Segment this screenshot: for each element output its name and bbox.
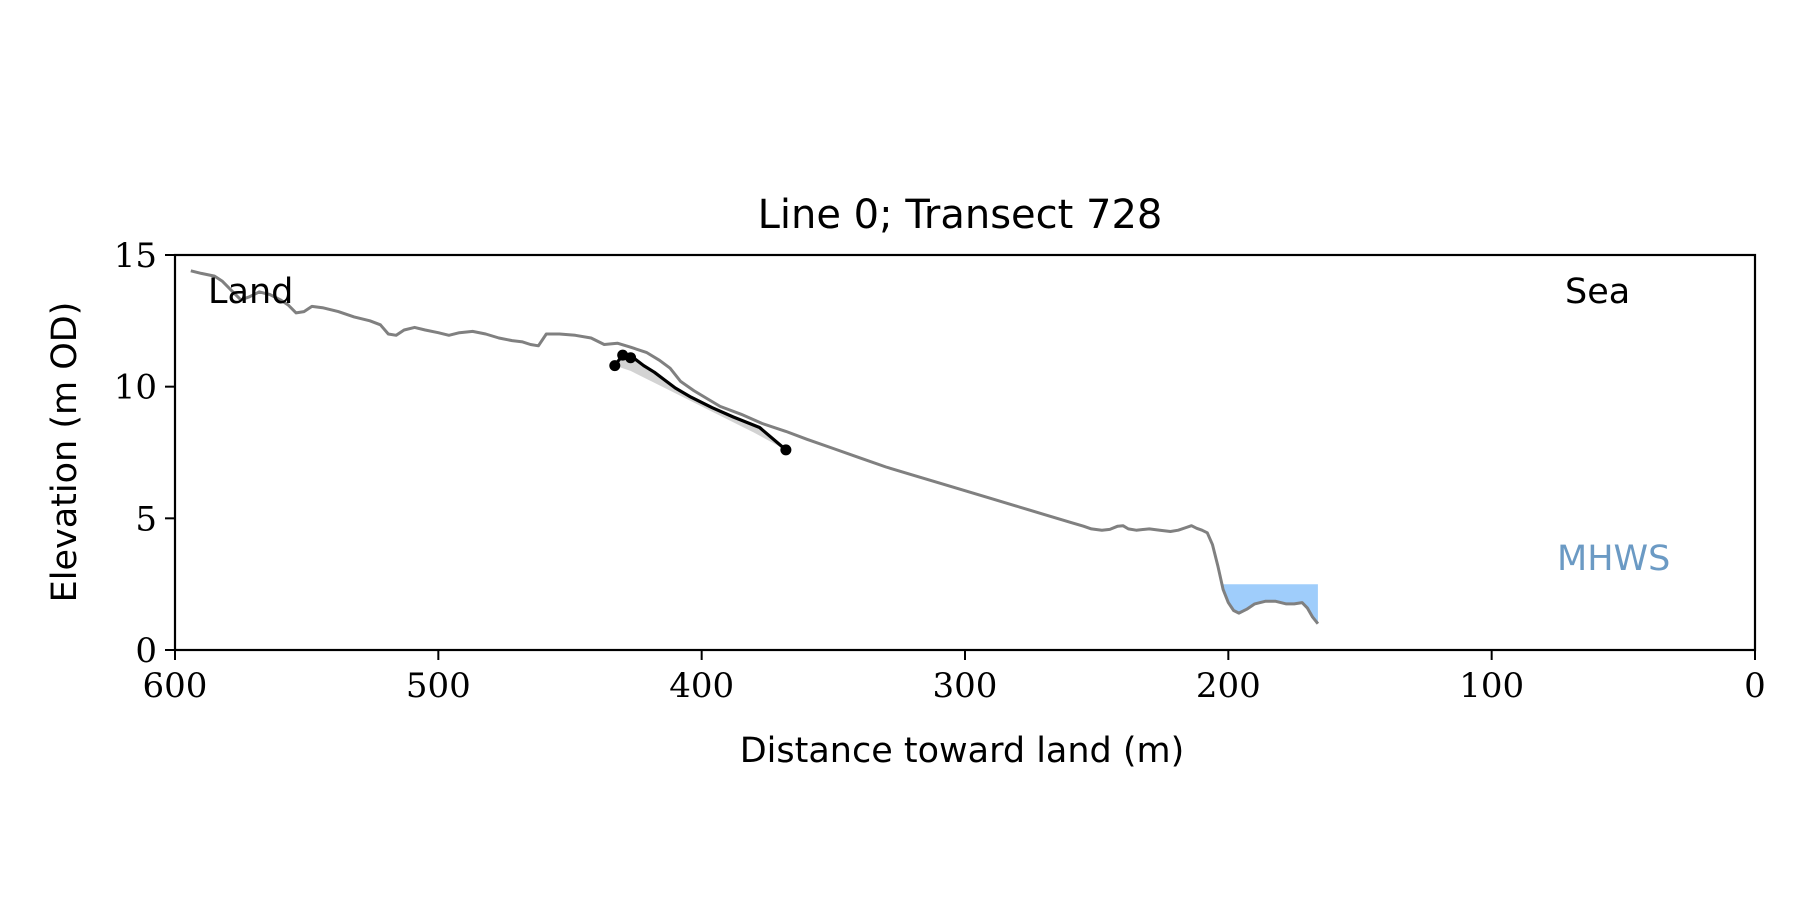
segment-marker (609, 360, 621, 372)
y-tick-label: 15 (114, 236, 157, 276)
segment-marker (780, 444, 792, 456)
x-tick-label: 600 (143, 666, 208, 706)
y-tick-label: 10 (114, 368, 157, 408)
segment-marker (625, 352, 637, 364)
chart-title: Line 0; Transect 728 (758, 192, 1163, 238)
x-tick-label: 200 (1196, 666, 1261, 706)
water-fill (1223, 584, 1318, 624)
axes-frame (173, 253, 1757, 652)
sea-label: Sea (1565, 272, 1630, 312)
plot-area (190, 269, 1320, 625)
x-tick-label: 300 (933, 666, 998, 706)
x-tick-label: 100 (1459, 666, 1524, 706)
y-tick-label: 5 (135, 499, 157, 539)
axes: 600 500 400 300 200 100 0 0 5 10 15 (114, 236, 1766, 706)
profile-line (190, 269, 1320, 625)
x-tick-label: 0 (1744, 666, 1766, 706)
y-axis-label: Elevation (m OD) (45, 302, 85, 603)
x-tick-label: 500 (406, 666, 471, 706)
y-tick-label: 0 (135, 631, 157, 671)
mhws-label: MHWS (1557, 539, 1670, 579)
x-axis-label: Distance toward land (m) (740, 731, 1185, 771)
x-tick-label: 400 (669, 666, 734, 706)
land-label: Land (208, 272, 293, 312)
